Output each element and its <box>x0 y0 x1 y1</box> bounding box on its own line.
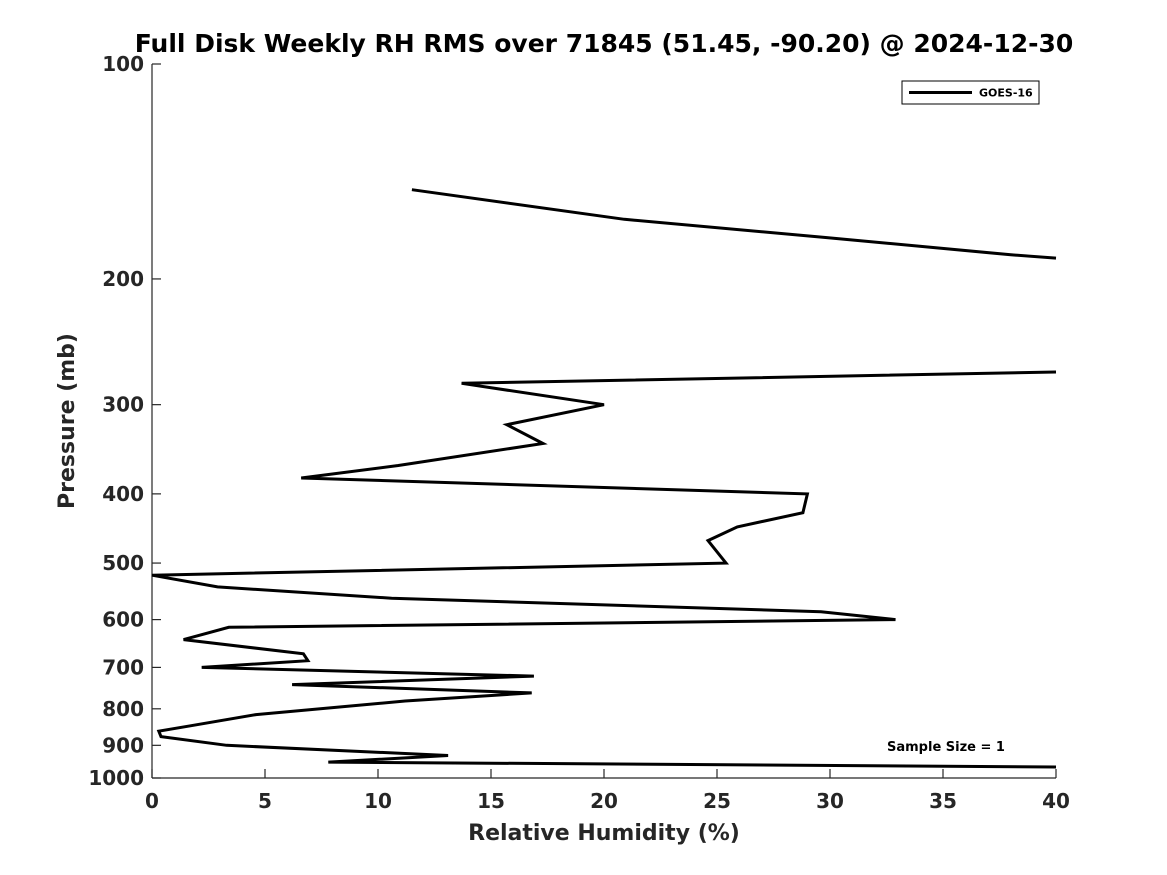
x-tick-label: 5 <box>258 789 272 813</box>
series-line-goes-16 <box>151 370 1057 769</box>
axes: 0 5 10 15 20 25 30 35 40 100 200 300 400 500 600 700 800… <box>88 52 1070 813</box>
sample-size-annotation: Sample Size = 1 <box>887 740 1005 755</box>
y-tick-label: 800 <box>102 697 144 721</box>
y-tick-label: 200 <box>102 267 144 291</box>
y-tick-label: 300 <box>102 393 144 417</box>
x-tick-label: 25 <box>703 789 731 813</box>
x-tick-label: 35 <box>929 789 957 813</box>
x-tick-label: 20 <box>590 789 618 813</box>
legend-label-goes-16: GOES-16 <box>979 87 1033 100</box>
x-axis-label: Relative Humidity (%) <box>468 821 740 846</box>
x-tick-label: 40 <box>1042 789 1070 813</box>
y-tick-label: 900 <box>102 733 144 757</box>
y-tick-label: 1000 <box>88 766 144 790</box>
x-tick-label: 10 <box>364 789 392 813</box>
plot-series <box>151 188 1057 769</box>
y-tick-label: 500 <box>102 551 144 575</box>
y-tick-label: 700 <box>102 655 144 679</box>
series-line-goes-16 <box>411 188 1057 260</box>
chart-title: Full Disk Weekly RH RMS over 71845 (51.4… <box>135 29 1074 58</box>
legend: GOES-16 <box>901 80 1040 105</box>
y-tick-label: 600 <box>102 608 144 632</box>
x-tick-label: 15 <box>477 789 505 813</box>
y-tick-label: 100 <box>102 52 144 76</box>
y-axis-label: Pressure (mb) <box>55 333 80 509</box>
x-tick-label: 30 <box>816 789 844 813</box>
x-tick-label: 0 <box>145 789 159 813</box>
y-tick-label: 400 <box>102 482 144 506</box>
